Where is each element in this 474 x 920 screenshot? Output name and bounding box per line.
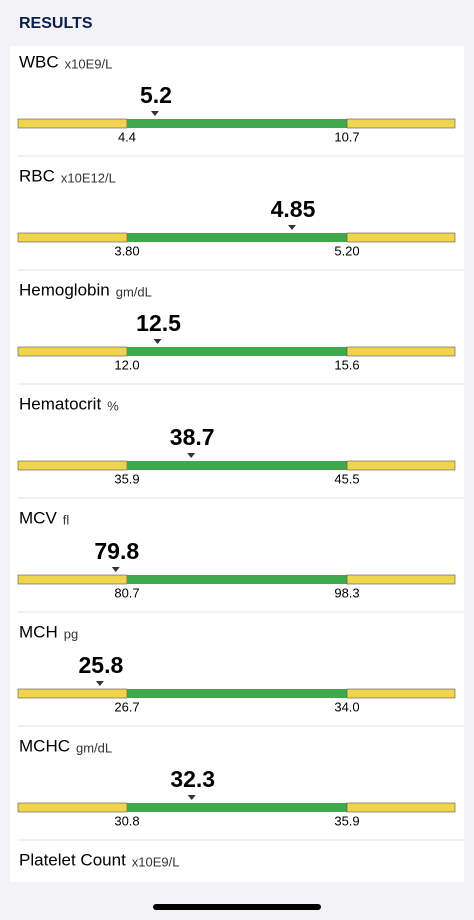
home-indicator <box>153 904 321 910</box>
range-low-label: 12.0 <box>114 357 139 372</box>
range-low-label: 35.9 <box>114 471 139 486</box>
range-high-label: 10.7 <box>334 129 359 144</box>
result-name: Hematocrit <box>19 394 101 413</box>
range-normal <box>127 119 347 128</box>
range-normal <box>127 689 347 698</box>
result-unit: x10E9/L <box>132 854 180 869</box>
value-marker <box>111 567 120 572</box>
range-high <box>346 346 456 357</box>
range-low-label: 3.80 <box>114 243 139 258</box>
result-name: WBC <box>19 52 59 71</box>
range-high <box>346 574 456 585</box>
result-unit: pg <box>64 626 78 641</box>
range-low <box>17 802 128 813</box>
range-high-label: 15.6 <box>334 357 359 372</box>
value-marker <box>150 111 159 116</box>
range-normal <box>127 233 347 242</box>
range-low <box>17 460 128 471</box>
value-marker <box>187 795 196 800</box>
value-marker <box>187 453 196 458</box>
range-high-label: 34.0 <box>334 699 359 714</box>
range-normal <box>127 803 347 812</box>
result-value: 32.3 <box>170 766 215 792</box>
result-name: Platelet Count <box>19 850 126 869</box>
result-name: RBC <box>19 166 55 185</box>
result-name: MCHC <box>19 736 70 755</box>
range-high <box>346 118 456 129</box>
range-low <box>17 346 128 357</box>
range-low-label: 80.7 <box>114 585 139 600</box>
result-unit: gm/dL <box>76 740 112 755</box>
range-high <box>346 688 456 699</box>
range-high-label: 98.3 <box>334 585 359 600</box>
value-marker <box>95 681 104 686</box>
range-low <box>17 118 128 129</box>
range-normal <box>127 461 347 470</box>
range-low <box>17 232 128 243</box>
value-marker <box>153 339 162 344</box>
value-marker <box>288 225 296 230</box>
result-value: 5.2 <box>140 82 172 108</box>
result-value: 79.8 <box>94 538 139 564</box>
range-low-label: 30.8 <box>114 813 139 828</box>
result-value: 4.85 <box>271 196 316 222</box>
range-high <box>346 460 456 471</box>
range-high <box>346 802 456 813</box>
range-low-label: 4.4 <box>118 129 136 144</box>
range-low <box>17 688 128 699</box>
result-name: MCH <box>19 622 58 641</box>
result-unit: x10E9/L <box>65 56 113 71</box>
result-value: 12.5 <box>136 310 181 336</box>
result-value: 38.7 <box>170 424 215 450</box>
result-unit: % <box>107 398 119 413</box>
range-high-label: 45.5 <box>334 471 359 486</box>
result-unit: x10E12/L <box>61 170 116 185</box>
result-name: MCV <box>19 508 57 527</box>
range-low <box>17 574 128 585</box>
result-name: Hemoglobin <box>19 280 110 299</box>
range-high-label: 35.9 <box>334 813 359 828</box>
result-unit: gm/dL <box>116 284 152 299</box>
range-low-label: 26.7 <box>114 699 139 714</box>
header-title: RESULTS <box>19 15 93 32</box>
range-high <box>346 232 456 243</box>
header-bar <box>0 0 474 46</box>
range-high-label: 5.20 <box>334 243 359 258</box>
range-normal <box>127 347 347 356</box>
range-normal <box>127 575 347 584</box>
result-value: 25.8 <box>78 652 123 678</box>
result-unit: fl <box>63 512 70 527</box>
